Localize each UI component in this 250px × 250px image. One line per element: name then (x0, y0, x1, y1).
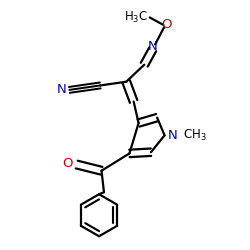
Text: O: O (161, 18, 172, 31)
Text: N: N (148, 40, 158, 53)
Text: N: N (56, 84, 66, 96)
Text: H$_3$C: H$_3$C (124, 10, 148, 25)
Text: N: N (168, 129, 177, 142)
Text: O: O (62, 157, 73, 170)
Text: CH$_3$: CH$_3$ (183, 128, 207, 143)
